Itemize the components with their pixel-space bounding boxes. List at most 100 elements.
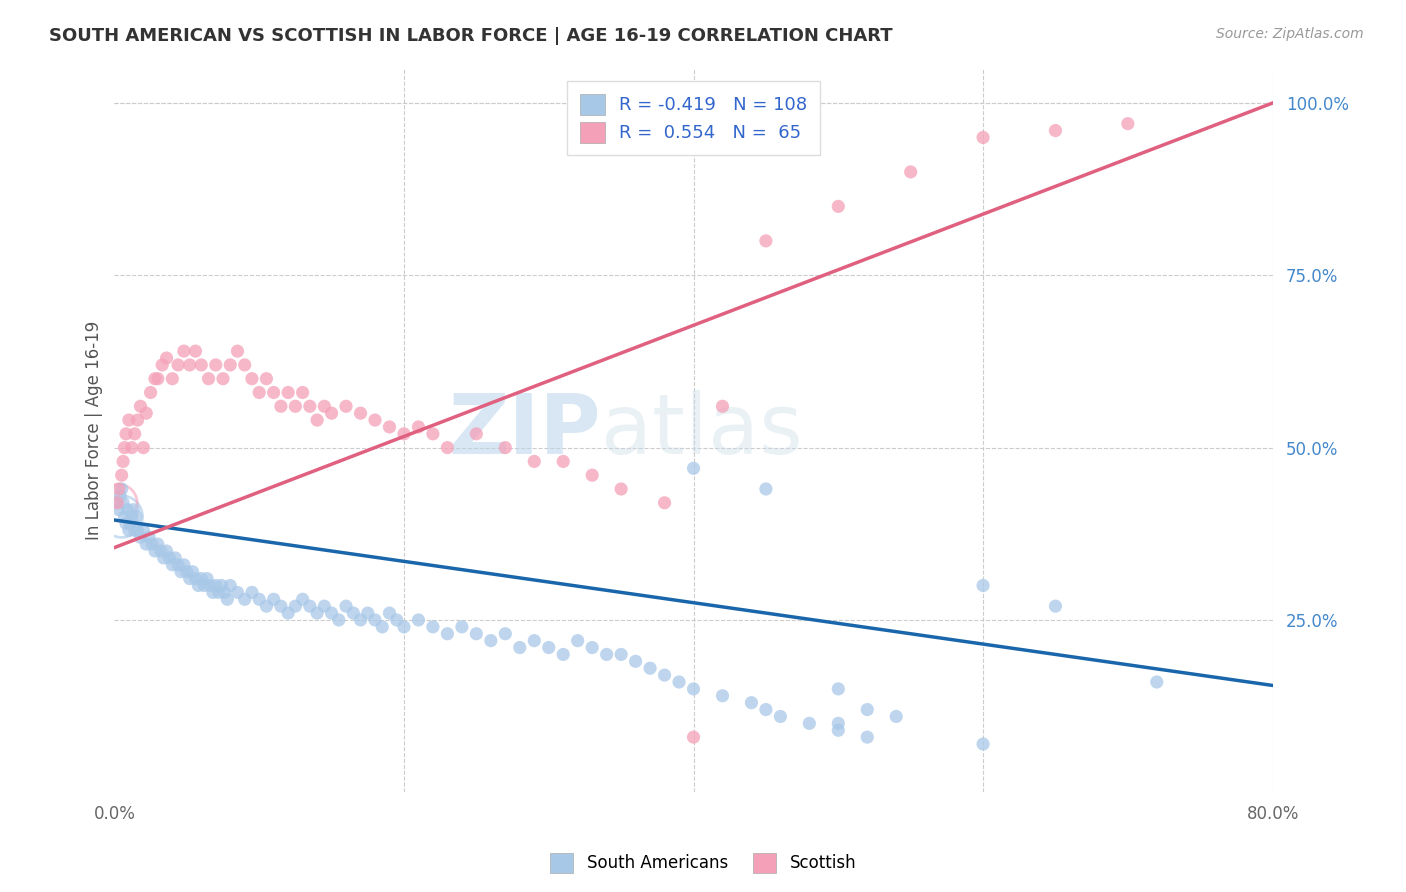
Point [129,399,152,413]
Point [121,509,143,524]
Point [494,441,516,455]
Point [537,640,560,655]
Point [162,558,184,572]
Point [349,406,371,420]
Point [465,626,488,640]
Point [284,399,307,413]
Point [321,606,343,620]
Point [217,592,239,607]
Point [247,385,270,400]
Point [291,592,314,607]
Point [509,640,531,655]
Point [167,358,190,372]
Point [436,441,458,455]
Point [378,420,401,434]
Point [799,716,821,731]
Point [408,613,430,627]
Point [755,702,778,716]
Point [494,626,516,640]
Point [190,358,212,372]
Point [118,413,141,427]
Point [884,709,907,723]
Point [211,578,233,592]
Point [112,454,135,468]
Point [155,351,177,365]
Point [357,606,380,620]
Point [682,730,704,744]
Point [219,358,242,372]
Point [187,578,209,592]
Point [139,385,162,400]
Point [422,426,444,441]
Point [162,372,184,386]
Point [328,613,350,627]
Point [263,385,285,400]
Point [827,199,849,213]
Point [146,372,169,386]
Point [179,358,201,372]
Point [118,524,141,538]
Point [1045,123,1067,137]
Point [108,489,131,503]
Point [195,572,218,586]
Point [740,696,762,710]
Point [125,509,148,524]
Point [165,550,187,565]
Point [654,668,676,682]
Point [682,681,704,696]
Point [1146,675,1168,690]
Point [143,372,166,386]
Point [117,502,139,516]
Point [371,620,394,634]
Point [114,441,136,455]
Point [105,496,128,510]
Point [298,399,321,413]
Point [173,558,195,572]
Point [233,592,256,607]
Point [755,482,778,496]
Point [307,413,329,427]
Point [226,585,249,599]
Point [856,730,879,744]
Point [226,344,249,359]
Point [114,509,136,524]
Point [149,544,172,558]
Point [335,599,357,614]
Point [900,165,922,179]
Point [247,592,270,607]
Point [638,661,661,675]
Point [197,372,219,386]
Point [115,516,138,531]
Text: SOUTH AMERICAN VS SCOTTISH IN LABOR FORCE | AGE 16-19 CORRELATION CHART: SOUTH AMERICAN VS SCOTTISH IN LABOR FORC… [49,27,893,45]
Point [668,675,690,690]
Point [254,599,277,614]
Point [201,585,224,599]
Point [111,482,134,496]
Legend: South Americans, Scottish: South Americans, Scottish [543,847,863,880]
Point [173,344,195,359]
Point [219,578,242,592]
Point [212,372,235,386]
Point [581,640,603,655]
Point [214,585,236,599]
Point [291,385,314,400]
Point [107,502,129,516]
Point [624,654,647,668]
Point [176,565,198,579]
Point [769,709,792,723]
Point [408,420,430,434]
Point [132,524,155,538]
Point [167,558,190,572]
Text: ZIP: ZIP [449,390,600,471]
Point [479,633,502,648]
Point [465,426,488,441]
Point [523,633,546,648]
Text: atlas: atlas [600,390,803,471]
Point [523,454,546,468]
Text: Source: ZipAtlas.com: Source: ZipAtlas.com [1216,27,1364,41]
Point [856,702,879,716]
Point [385,613,408,627]
Point [127,413,149,427]
Point [827,681,849,696]
Point [349,613,371,627]
